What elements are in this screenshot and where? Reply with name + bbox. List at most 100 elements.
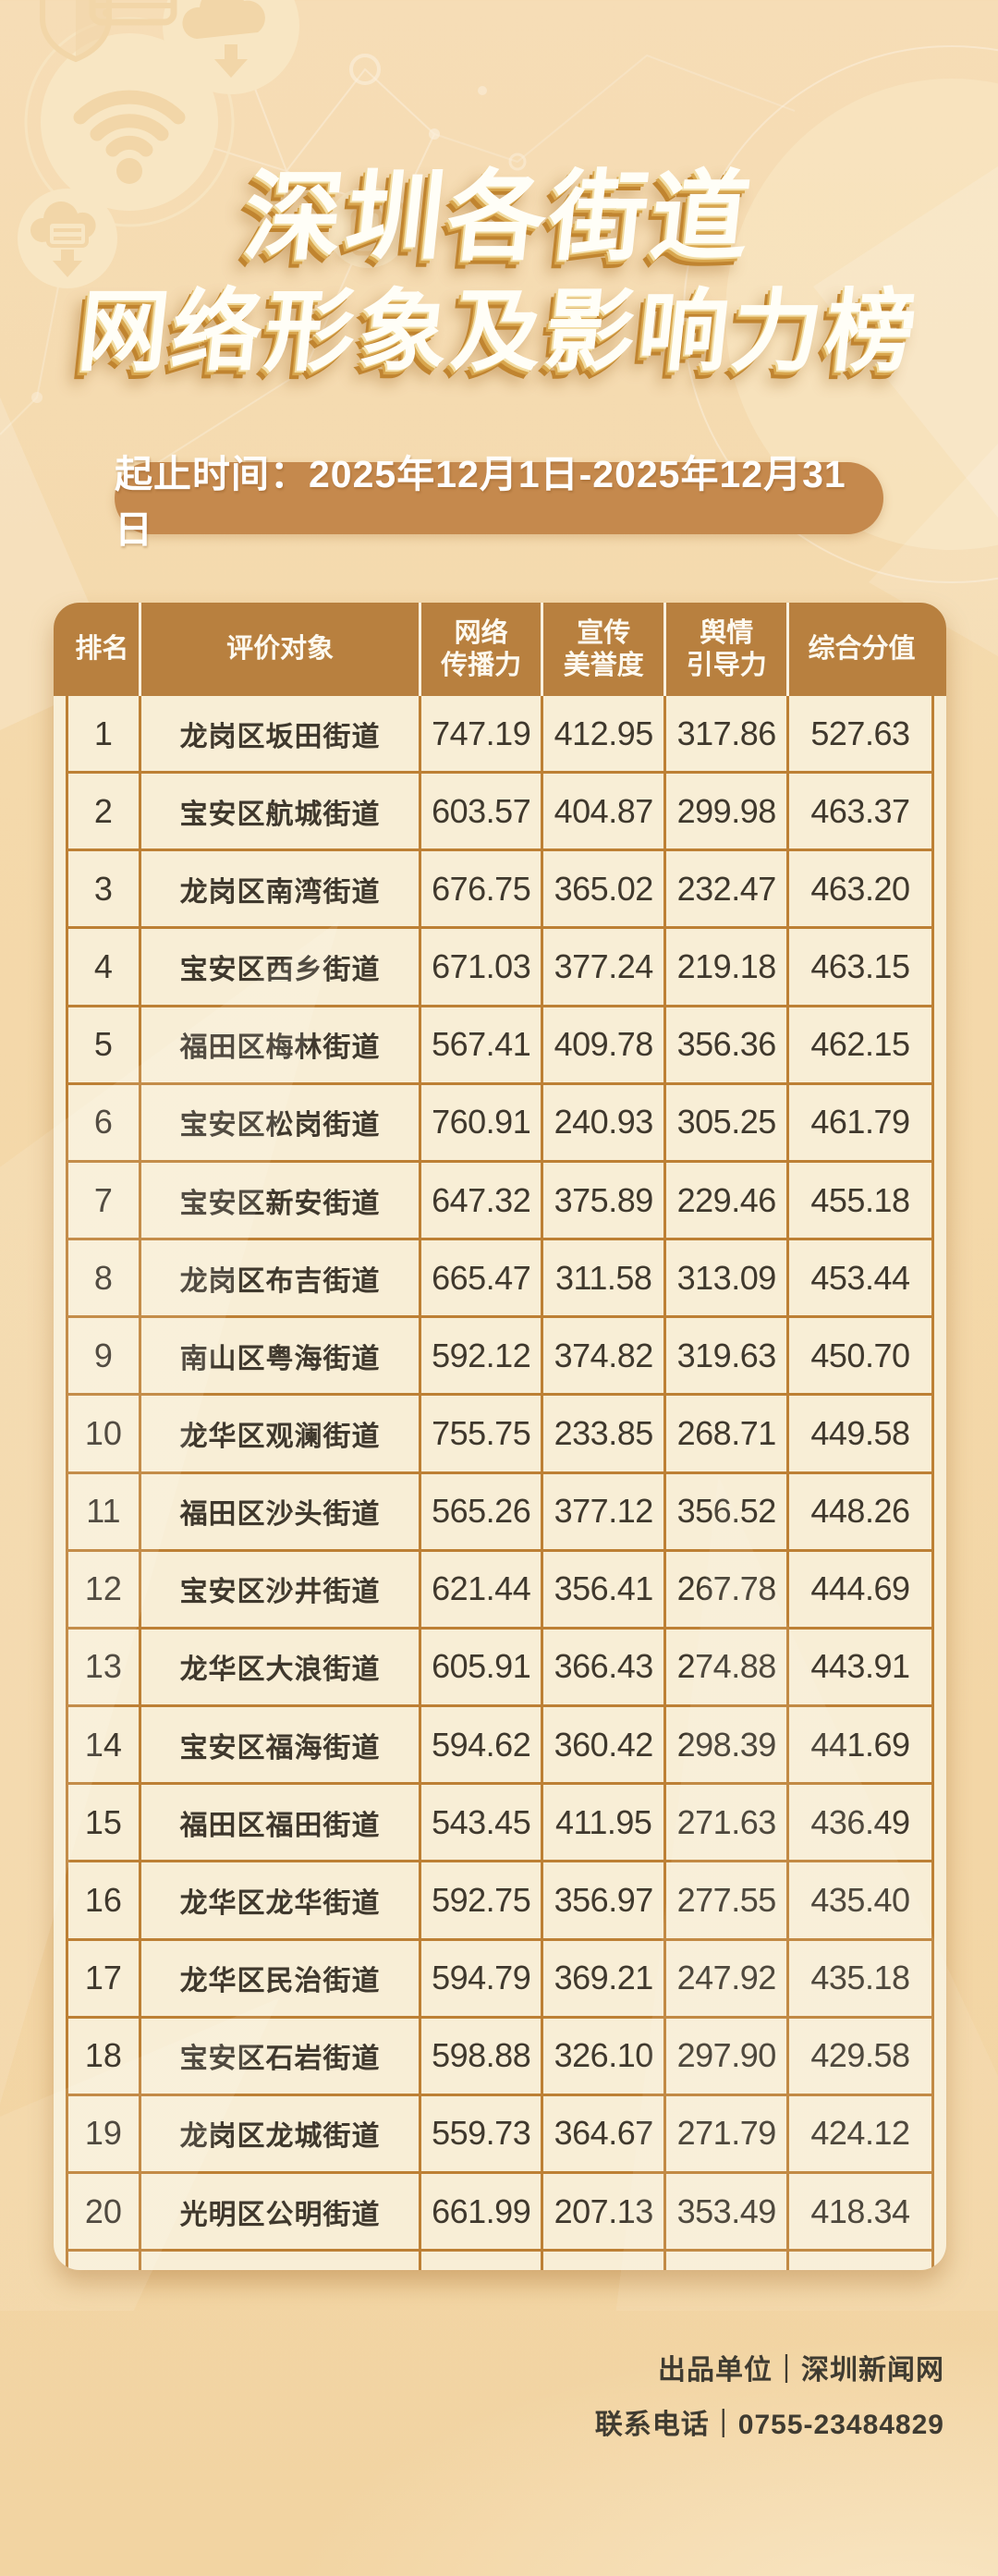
table-row: 11 福田区沙头街道 565.26 377.12 356.52 448.26 [66, 1473, 934, 1552]
spread-score-cell: 594.62 [421, 1707, 543, 1783]
reputation-score-cell: 375.89 [543, 1162, 667, 1239]
spread-score-cell: 755.75 [421, 1396, 543, 1471]
guidance-score-cell: 247.92 [666, 1940, 789, 2016]
rank-cell: 5 [66, 1007, 141, 1082]
table-row: 7 宝安区新安街道 647.32 375.89 229.46 455.18 [66, 1162, 934, 1241]
header-guidance: 舆情 引导力 [666, 603, 789, 696]
total-score-cell: 441.69 [789, 1707, 934, 1783]
total-score-cell: 461.79 [789, 1084, 934, 1160]
total-score-cell: 449.58 [789, 1396, 934, 1471]
street-name-cell: 龙华区民治街道 [141, 1940, 422, 2016]
spread-score-cell: 598.88 [421, 2018, 543, 2094]
table-row: 2 宝安区航城街道 603.57 404.87 299.98 463.37 [66, 774, 934, 852]
guidance-score-cell: 267.78 [666, 1551, 789, 1627]
guidance-score-cell: 219.18 [666, 929, 789, 1005]
guidance-score-cell: 299.98 [666, 774, 789, 849]
header-reputation: 宣传 美誉度 [543, 603, 667, 696]
reputation-score-cell: 374.82 [543, 1318, 667, 1394]
total-score-cell: 418.34 [789, 2173, 934, 2250]
header-total: 综合分值 [808, 634, 916, 665]
reputation-score-cell: 364.67 [543, 2095, 667, 2171]
street-name-cell: 龙华区观澜街道 [141, 1396, 422, 1471]
spread-score-cell: 603.57 [421, 774, 543, 849]
guidance-score-cell: 297.90 [666, 2018, 789, 2094]
street-name-cell: 龙岗区龙城街道 [141, 2095, 422, 2171]
poster-title: 深圳各街道 网络形象及影响力榜 [0, 163, 998, 383]
guidance-score-cell: 232.47 [666, 851, 789, 927]
table-row: 13 龙华区大浪街道 605.91 366.43 274.88 443.91 [66, 1629, 934, 1708]
reputation-score-cell: 366.43 [543, 1629, 667, 1705]
table-row: 14 宝安区福海街道 594.62 360.42 298.39 441.69 [66, 1707, 934, 1786]
table-row: 18 宝安区石岩街道 598.88 326.10 297.90 429.58 [66, 2018, 934, 2096]
guidance-score-cell: 298.39 [666, 1707, 789, 1783]
street-name-cell: 宝安区松岗街道 [141, 1084, 422, 1160]
header-street: 评价对象 [141, 603, 422, 696]
total-score-cell: 436.49 [789, 1785, 934, 1861]
street-name-cell: 宝安区西乡街道 [141, 929, 422, 1005]
street-name-cell: 龙华区大浪街道 [141, 1629, 422, 1705]
title-line-2: 网络形象及影响力榜 [73, 281, 925, 383]
rank-cell: 10 [66, 1396, 141, 1471]
strip-cell [421, 2252, 543, 2270]
guidance-score-cell: 356.36 [666, 1007, 789, 1082]
reputation-score-cell: 311.58 [543, 1240, 667, 1316]
total-score-cell: 463.20 [789, 851, 934, 927]
total-score-cell: 435.18 [789, 1940, 934, 2016]
rank-cell: 16 [66, 1862, 141, 1938]
guidance-score-cell: 319.63 [666, 1318, 789, 1394]
table-row: 20 光明区公明街道 661.99 207.13 353.49 418.34 [66, 2173, 934, 2252]
table-body: 1 龙岗区坂田街道 747.19 412.95 317.86 527.63 2 … [54, 696, 946, 2252]
reputation-score-cell: 409.78 [543, 1007, 667, 1082]
cloud-download-icon [163, 0, 299, 94]
street-name-cell: 福田区梅林街道 [141, 1007, 422, 1082]
table-row: 6 宝安区松岗街道 760.91 240.93 305.25 461.79 [66, 1084, 934, 1163]
spread-score-cell: 661.99 [421, 2173, 543, 2250]
date-range-text: 起止时间：2025年12月1日-2025年12月31日 [115, 453, 846, 551]
rank-cell: 8 [66, 1240, 141, 1316]
total-score-cell: 448.26 [789, 1473, 934, 1549]
header-rank: 排名 [66, 603, 141, 696]
table-row: 1 龙岗区坂田街道 747.19 412.95 317.86 527.63 [66, 696, 934, 775]
server-rack-icon [89, 0, 177, 26]
guidance-score-cell: 229.46 [666, 1162, 789, 1239]
street-name-cell: 龙岗区坂田街道 [141, 696, 422, 772]
rank-cell: 2 [66, 774, 141, 849]
street-name-cell: 龙华区龙华街道 [141, 1862, 422, 1938]
street-name-cell: 宝安区新安街道 [141, 1162, 422, 1239]
total-score-cell: 462.15 [789, 1007, 934, 1082]
rank-cell: 20 [66, 2173, 141, 2250]
rank-cell: 9 [66, 1318, 141, 1394]
total-score-cell: 443.91 [789, 1629, 934, 1705]
table-row: 16 龙华区龙华街道 592.75 356.97 277.55 435.40 [66, 1862, 934, 1941]
spread-score-cell: 605.91 [421, 1629, 543, 1705]
total-score-cell: 527.63 [789, 696, 934, 772]
total-score-cell: 453.44 [789, 1240, 934, 1316]
strip-cell [543, 2252, 667, 2270]
rank-cell: 11 [66, 1473, 141, 1549]
spread-score-cell: 621.44 [421, 1551, 543, 1627]
spread-score-cell: 543.45 [421, 1785, 543, 1861]
table-row: 4 宝安区西乡街道 671.03 377.24 219.18 463.15 [66, 929, 934, 1007]
total-score-cell: 455.18 [789, 1162, 934, 1239]
strip-cell [141, 2252, 422, 2270]
guidance-score-cell: 271.63 [666, 1785, 789, 1861]
reputation-score-cell: 356.97 [543, 1862, 667, 1938]
reputation-score-cell: 412.95 [543, 696, 667, 772]
reputation-score-cell: 326.10 [543, 2018, 667, 2094]
rank-cell: 1 [66, 696, 141, 772]
rank-cell: 15 [66, 1785, 141, 1861]
reputation-score-cell: 365.02 [543, 851, 667, 927]
total-score-cell: 463.15 [789, 929, 934, 1005]
reputation-score-cell: 207.13 [543, 2173, 667, 2250]
total-score-cell: 435.40 [789, 1862, 934, 1938]
strip-cell [66, 2252, 141, 2270]
table-row: 17 龙华区民治街道 594.79 369.21 247.92 435.18 [66, 1940, 934, 2019]
guidance-score-cell: 353.49 [666, 2173, 789, 2250]
total-score-cell: 444.69 [789, 1551, 934, 1627]
spread-score-cell: 594.79 [421, 1940, 543, 2016]
total-score-cell: 450.70 [789, 1318, 934, 1394]
reputation-score-cell: 377.12 [543, 1473, 667, 1549]
table-row: 5 福田区梅林街道 567.41 409.78 356.36 462.15 [66, 1007, 934, 1085]
footer-credits: 出品单位｜深圳新闻网 联系电话｜0755-23484829 [595, 2344, 944, 2452]
street-name-cell: 福田区福田街道 [141, 1785, 422, 1861]
